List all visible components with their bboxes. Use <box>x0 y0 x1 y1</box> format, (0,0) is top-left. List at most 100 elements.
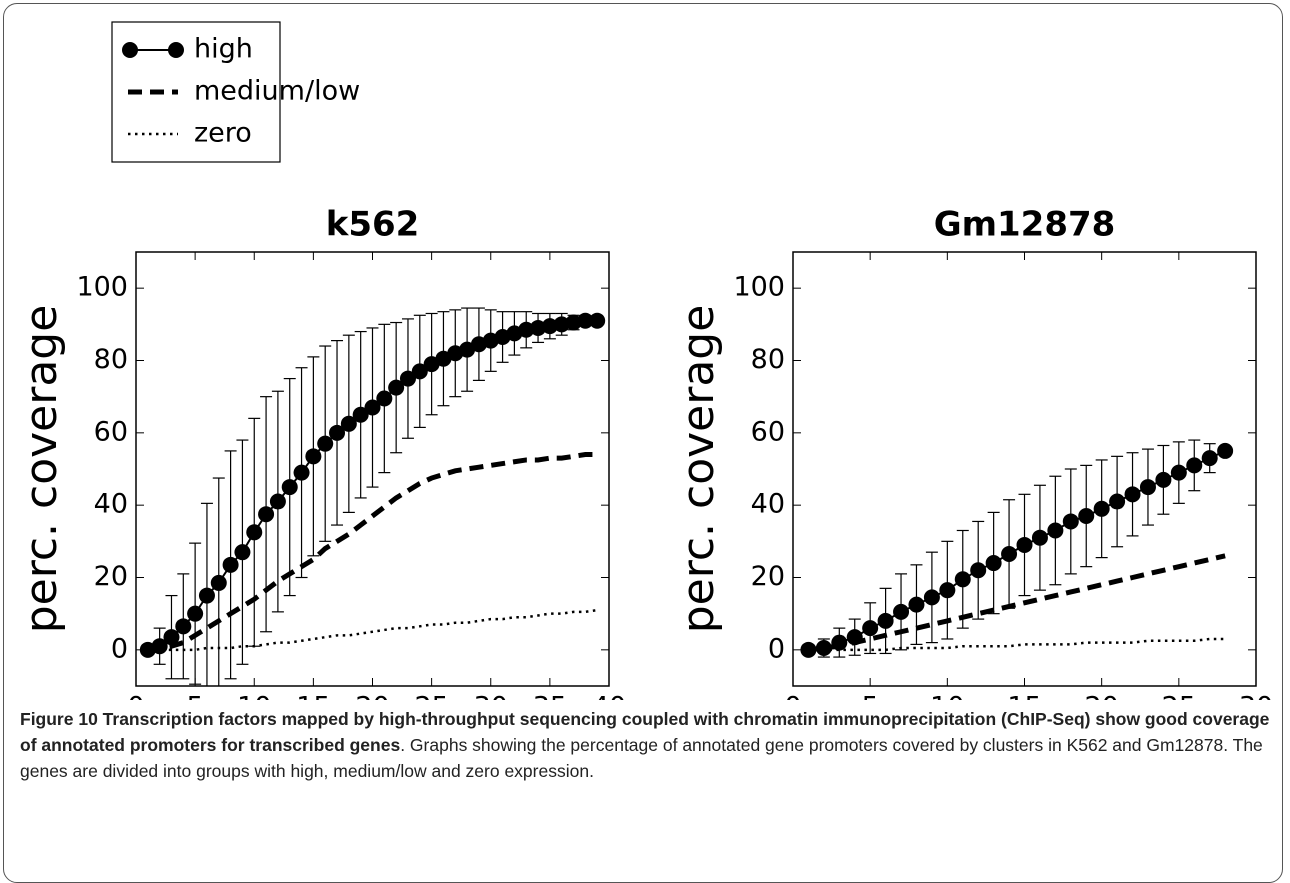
point <box>893 603 910 620</box>
point <box>939 582 956 599</box>
point <box>1186 457 1203 474</box>
x-tick-label: 30 <box>474 692 508 701</box>
y-tick-label: 100 <box>76 272 128 303</box>
x-tick-label: 5 <box>862 692 879 701</box>
point <box>198 587 215 604</box>
point <box>269 493 286 510</box>
y-tick-label: 60 <box>751 416 785 447</box>
point <box>1155 471 1172 488</box>
point <box>388 379 405 396</box>
plot-frame <box>135 251 610 687</box>
point <box>541 318 558 335</box>
y-tick-label: 20 <box>94 561 128 592</box>
legend-label: zero <box>194 118 252 149</box>
point <box>1078 508 1095 525</box>
plot-frame <box>792 251 1257 687</box>
point <box>376 390 393 407</box>
x-tick-label: 0 <box>127 692 144 701</box>
x-tick-label: 0 <box>784 692 801 701</box>
plot-area <box>800 439 1234 658</box>
series-line <box>147 608 598 652</box>
point <box>954 571 971 588</box>
caption-text: . Graphs showing the percentage of annot… <box>20 735 1263 781</box>
point <box>317 435 334 452</box>
x-tick-label: 25 <box>1162 692 1196 701</box>
point <box>364 399 381 416</box>
point <box>234 544 251 561</box>
y-tick-label: 80 <box>94 344 128 375</box>
y-tick-label: 100 <box>733 272 785 303</box>
point <box>908 596 925 613</box>
legend-label: medium/low <box>194 76 360 107</box>
point <box>293 464 310 481</box>
point <box>1031 529 1048 546</box>
chart: k562No. of factorsperc. coverage05101520… <box>16 21 1273 701</box>
x-tick-label: 10 <box>237 692 271 701</box>
point <box>518 321 535 338</box>
point <box>553 316 570 333</box>
point <box>1170 464 1187 481</box>
point <box>411 363 428 380</box>
x-tick-label: 40 <box>592 692 626 701</box>
x-tick-label: 25 <box>414 692 448 701</box>
x-tick-label: 20 <box>1084 692 1118 701</box>
x-tick-label: 5 <box>187 692 204 701</box>
point <box>246 524 263 541</box>
x-tick-label: 10 <box>930 692 964 701</box>
point <box>877 612 894 629</box>
y-tick-label: 40 <box>94 489 128 520</box>
point <box>305 448 322 465</box>
point <box>329 424 346 441</box>
point <box>352 406 369 423</box>
x-tick-label: 30 <box>1239 692 1273 701</box>
legend-marker <box>168 42 184 58</box>
caption: Figure 10 Transcription factors mapped b… <box>20 706 1275 784</box>
series-line <box>808 637 1226 652</box>
point <box>985 555 1002 572</box>
y-tick-label: 20 <box>751 561 785 592</box>
y-tick-label: 60 <box>94 416 128 447</box>
legend: high medium/low zero <box>111 21 360 163</box>
x-tick-label: 15 <box>296 692 330 701</box>
x-tick-label: 15 <box>1007 692 1041 701</box>
point <box>163 629 180 646</box>
point <box>1047 522 1064 539</box>
point <box>1093 500 1110 517</box>
series-line <box>147 452 598 653</box>
point <box>258 506 275 523</box>
legend-marker <box>122 42 138 58</box>
point <box>222 556 239 573</box>
point <box>1217 442 1234 459</box>
point <box>175 618 192 635</box>
point <box>577 312 594 329</box>
y-axis-label: perc. coverage <box>16 305 67 634</box>
point <box>210 574 227 591</box>
y-tick-label: 40 <box>751 489 785 520</box>
legend-label: high <box>194 34 253 65</box>
series-line <box>808 450 1226 651</box>
point <box>923 589 940 606</box>
point <box>187 605 204 622</box>
point <box>1201 450 1218 467</box>
point <box>1109 493 1126 510</box>
point <box>1016 536 1033 553</box>
point <box>815 640 832 657</box>
point <box>1139 479 1156 496</box>
y-tick-label: 0 <box>111 633 128 664</box>
series-line <box>808 553 1226 653</box>
point <box>565 314 582 331</box>
y-axis-label: perc. coverage <box>673 305 724 634</box>
point <box>281 479 298 496</box>
point <box>1001 545 1018 562</box>
point <box>399 370 416 387</box>
y-tick-label: 0 <box>768 633 785 664</box>
chart-title: Gm12878 <box>934 205 1116 245</box>
point <box>862 620 879 637</box>
point <box>970 562 987 579</box>
chart-title: k562 <box>326 205 420 245</box>
caption-title: Figure 10 Transcription factors mapped b… <box>20 709 1270 755</box>
point <box>340 415 357 432</box>
point <box>1124 486 1141 503</box>
y-tick-label: 80 <box>751 344 785 375</box>
point <box>589 312 606 329</box>
